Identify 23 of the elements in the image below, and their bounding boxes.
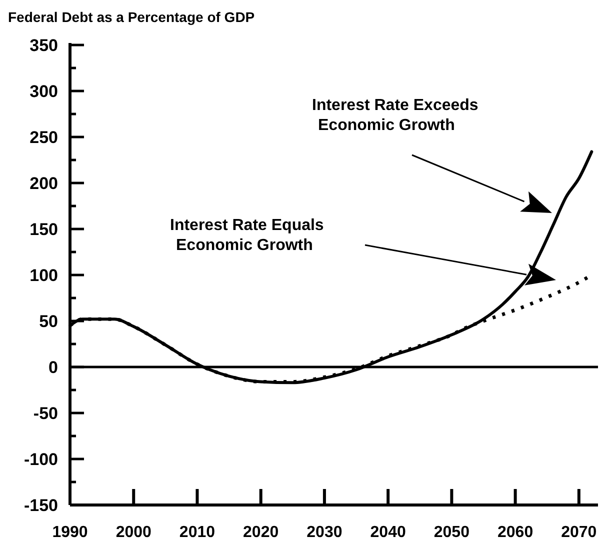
y-tick-label: -50 xyxy=(33,404,58,423)
annotation: Interest Rate Equals Economic Growth xyxy=(170,217,324,254)
x-tick-label: 2000 xyxy=(116,524,152,541)
x-tick-label: 2070 xyxy=(561,524,597,541)
x-tick-label: 2050 xyxy=(434,524,470,541)
y-tick-label: 0 xyxy=(48,358,58,377)
y-tick-label: 300 xyxy=(30,82,58,101)
chart-title: Federal Debt as a Percentage of GDP xyxy=(8,9,255,25)
x-tick-label: 2020 xyxy=(243,524,279,541)
x-tick-label: 2010 xyxy=(179,524,216,541)
y-tick-label: -100 xyxy=(24,450,58,469)
y-tick-label: 250 xyxy=(30,128,58,147)
x-tick-label: 2040 xyxy=(370,524,406,541)
annotation: Interest Rate Exceeds Economic Growth xyxy=(312,97,478,134)
y-tick-label: 200 xyxy=(30,174,58,193)
y-tick-label: 350 xyxy=(30,36,58,55)
y-tick-label: 100 xyxy=(30,266,58,285)
x-tick-label: 2060 xyxy=(498,524,534,541)
x-tick-label: 2030 xyxy=(306,524,342,541)
y-tick-label: 150 xyxy=(30,220,58,239)
x-tick-label: 1990 xyxy=(52,524,88,541)
y-tick-label: 50 xyxy=(39,312,58,331)
y-tick-label: -150 xyxy=(24,496,58,515)
